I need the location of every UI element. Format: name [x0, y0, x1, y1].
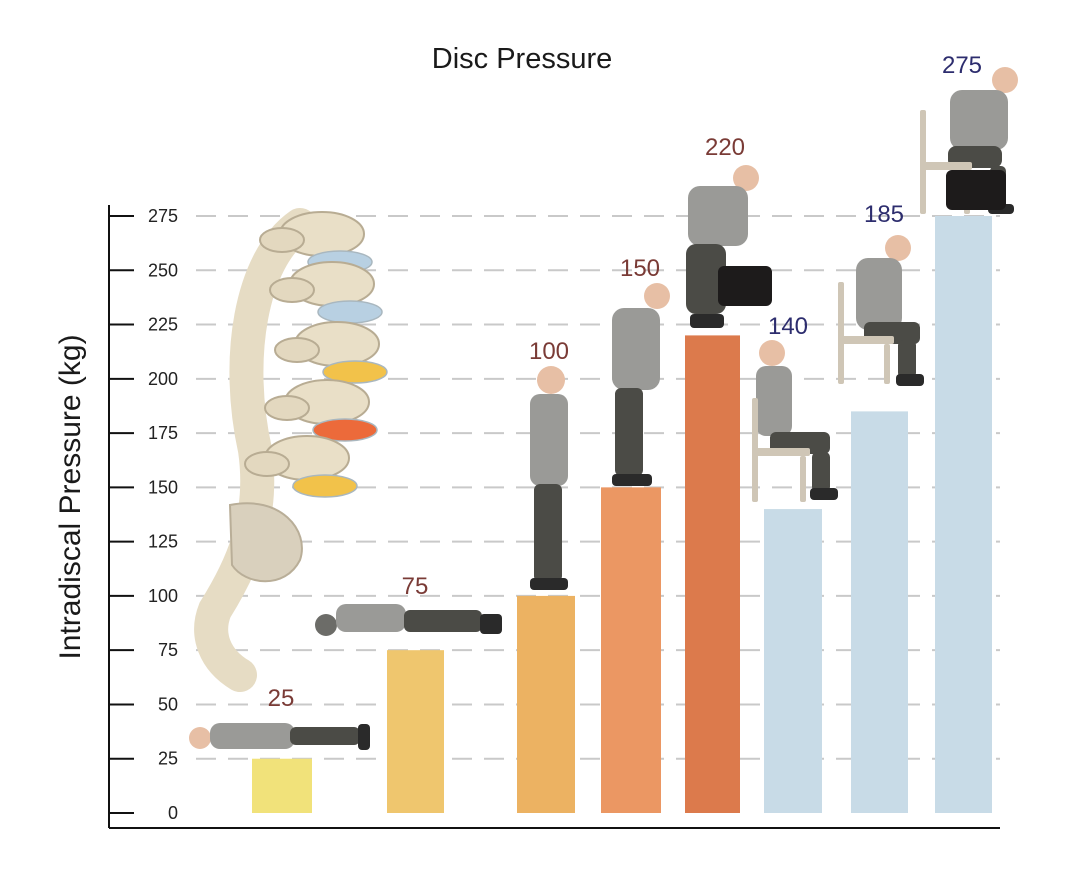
- y-axis-label: Intradiscal Pressure (kg): [54, 334, 87, 659]
- bar-value-label: 185: [864, 201, 904, 228]
- standing-figure: [530, 366, 568, 590]
- y-tick-label: 175: [148, 423, 178, 443]
- bar: [601, 487, 661, 813]
- figures: [189, 67, 1018, 750]
- sitting-lifting-figure: [920, 67, 1018, 214]
- y-tick-label: 0: [168, 803, 178, 823]
- bar-value-label: 100: [529, 338, 569, 365]
- bar: [387, 650, 444, 813]
- value-labels: 25 75 100 150 220 140 185 275: [268, 52, 982, 712]
- y-tick-label: 50: [158, 694, 178, 714]
- bending-forward-figure: [612, 283, 670, 486]
- chart-title: Disc Pressure: [432, 43, 613, 75]
- sitting-upright-figure: [752, 340, 838, 502]
- lying-supine-figure: [189, 723, 370, 750]
- y-tick-label: 125: [148, 532, 178, 552]
- bar: [517, 595, 575, 813]
- bar: [764, 509, 822, 813]
- y-tick-label: 200: [148, 369, 178, 389]
- y-tick-label: 75: [158, 640, 178, 660]
- y-tick-label: 275: [148, 206, 178, 226]
- bars: [252, 216, 992, 813]
- bar-value-label: 150: [620, 255, 660, 282]
- y-tick-label: 225: [148, 315, 178, 335]
- axes: [108, 205, 1000, 829]
- y-tick-label: 250: [148, 260, 178, 280]
- bar: [685, 335, 740, 813]
- bar-value-label: 275: [942, 52, 982, 79]
- y-tick-label: 100: [148, 586, 178, 606]
- y-tick-label: 25: [158, 749, 178, 769]
- y-tick-label: 150: [148, 477, 178, 497]
- sitting-leaning-figure: [838, 235, 924, 386]
- bar-value-label: 140: [768, 313, 808, 340]
- bar-value-label: 75: [402, 573, 429, 600]
- squat-lifting-figure: [686, 165, 772, 328]
- bar: [851, 411, 908, 813]
- lying-prone-figure: [315, 604, 502, 636]
- y-ticks: 0 25 50 75 100 125 150 175 200 225 250 275: [109, 206, 178, 823]
- bar-value-label: 220: [705, 134, 745, 161]
- bar-value-label: 25: [268, 685, 295, 712]
- bar: [935, 216, 992, 813]
- bar: [252, 758, 312, 813]
- lumbar-spine-illustration: [194, 208, 388, 692]
